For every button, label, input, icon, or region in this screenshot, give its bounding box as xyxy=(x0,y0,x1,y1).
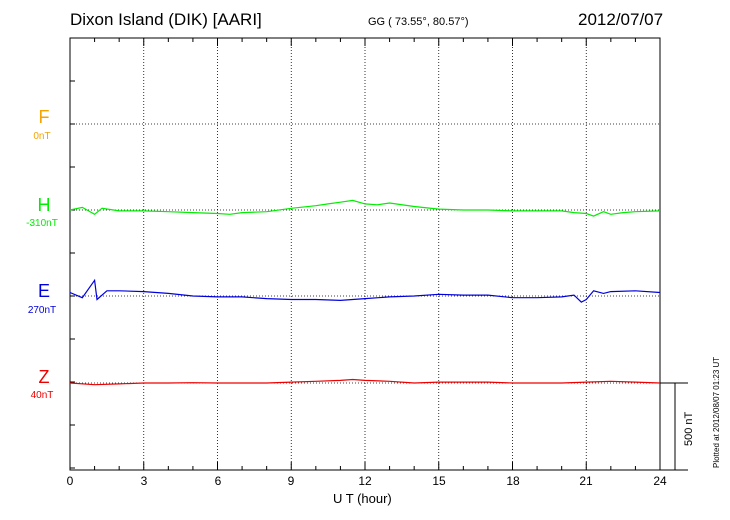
baseline-label-e: 270nT xyxy=(27,305,57,316)
scale-bar-label: 500 nT xyxy=(683,411,695,446)
x-tick-label: 3 xyxy=(140,474,148,488)
x-tick-label: 24 xyxy=(653,474,667,488)
station-title: Dixon Island (DIK) [AARI] xyxy=(70,10,262,29)
x-tick-label: 6 xyxy=(214,474,222,488)
component-label-z: Z xyxy=(38,367,50,387)
x-tick-label: 15 xyxy=(432,474,446,488)
x-tick-label: 0 xyxy=(66,474,74,488)
component-label-f: F xyxy=(38,107,50,127)
plot-date: 2012/07/07 xyxy=(578,10,664,29)
trace-e xyxy=(69,278,661,303)
baseline-label-z: 40nT xyxy=(30,390,54,401)
trace-z xyxy=(69,378,661,386)
x-tick-label: 9 xyxy=(287,474,295,488)
baseline-label-f: 0nT xyxy=(33,131,51,142)
x-tick-label: 12 xyxy=(358,474,372,488)
station-coordinates: GG ( 73.55°, 80.57°) xyxy=(368,16,469,28)
component-label-h: H xyxy=(37,195,51,215)
component-label-e: E xyxy=(37,281,50,301)
x-axis-label: U T (hour) xyxy=(333,491,392,506)
trace-h xyxy=(69,199,661,217)
x-tick-label: 18 xyxy=(506,474,520,488)
x-tick-label: 21 xyxy=(579,474,593,488)
baseline-label-h: -310nT xyxy=(26,218,58,229)
plotted-timestamp: Plotted at 2012/08/07 01:23 UT xyxy=(712,356,721,468)
